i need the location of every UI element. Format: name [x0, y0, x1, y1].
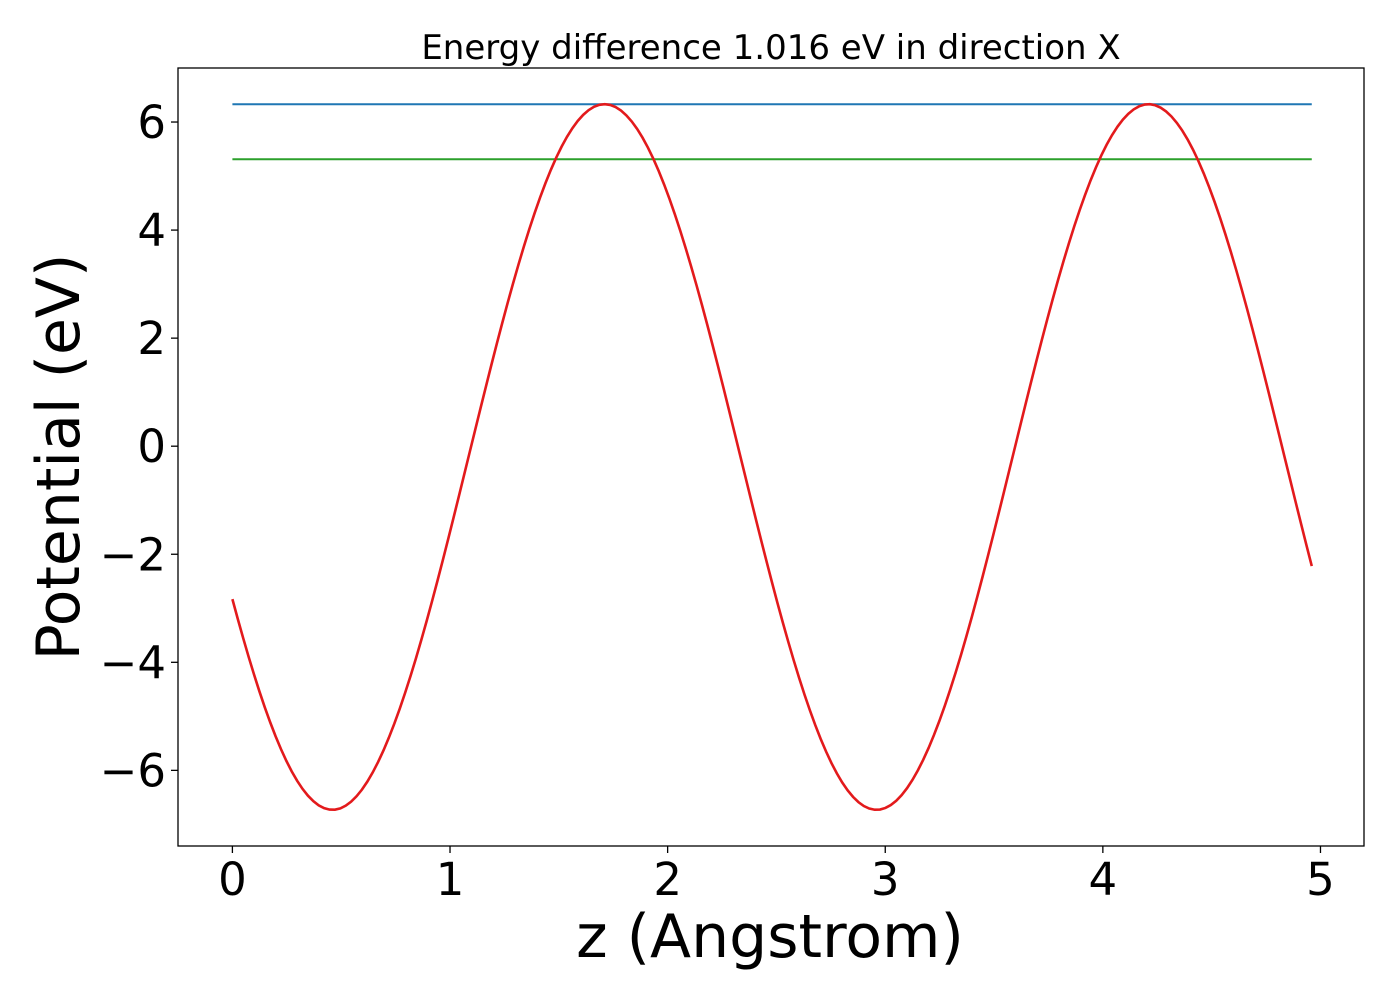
- x-tick-label: 3: [871, 853, 900, 906]
- x-tick-label: 0: [218, 853, 247, 906]
- y-tick-label: 4: [137, 204, 166, 257]
- y-tick-label: −2: [100, 528, 166, 581]
- x-axis-label: z (Angstrom): [576, 902, 964, 972]
- series-line-potential: [231, 102, 1314, 812]
- plot-frame: [177, 67, 1365, 847]
- y-tick-label: −6: [100, 744, 166, 797]
- chart-title: Energy difference 1.016 eV in direction …: [421, 28, 1120, 68]
- y-tick-label: 0: [137, 420, 166, 473]
- y-tick-label: 2: [137, 312, 166, 365]
- x-tick-label: 4: [1089, 853, 1118, 906]
- series-layer: [231, 102, 1314, 812]
- x-tick-label: 2: [653, 853, 682, 906]
- y-tick-label: 6: [137, 96, 166, 149]
- x-tick-label: 5: [1306, 853, 1335, 906]
- x-tick-label: 1: [436, 853, 465, 906]
- axis-ticks: 0 1 2 3 4 5 −6 −4 −2 0 2 4 6: [100, 96, 1335, 906]
- y-axis-label: Potential (eV): [24, 254, 94, 661]
- y-tick-label: −4: [100, 636, 166, 689]
